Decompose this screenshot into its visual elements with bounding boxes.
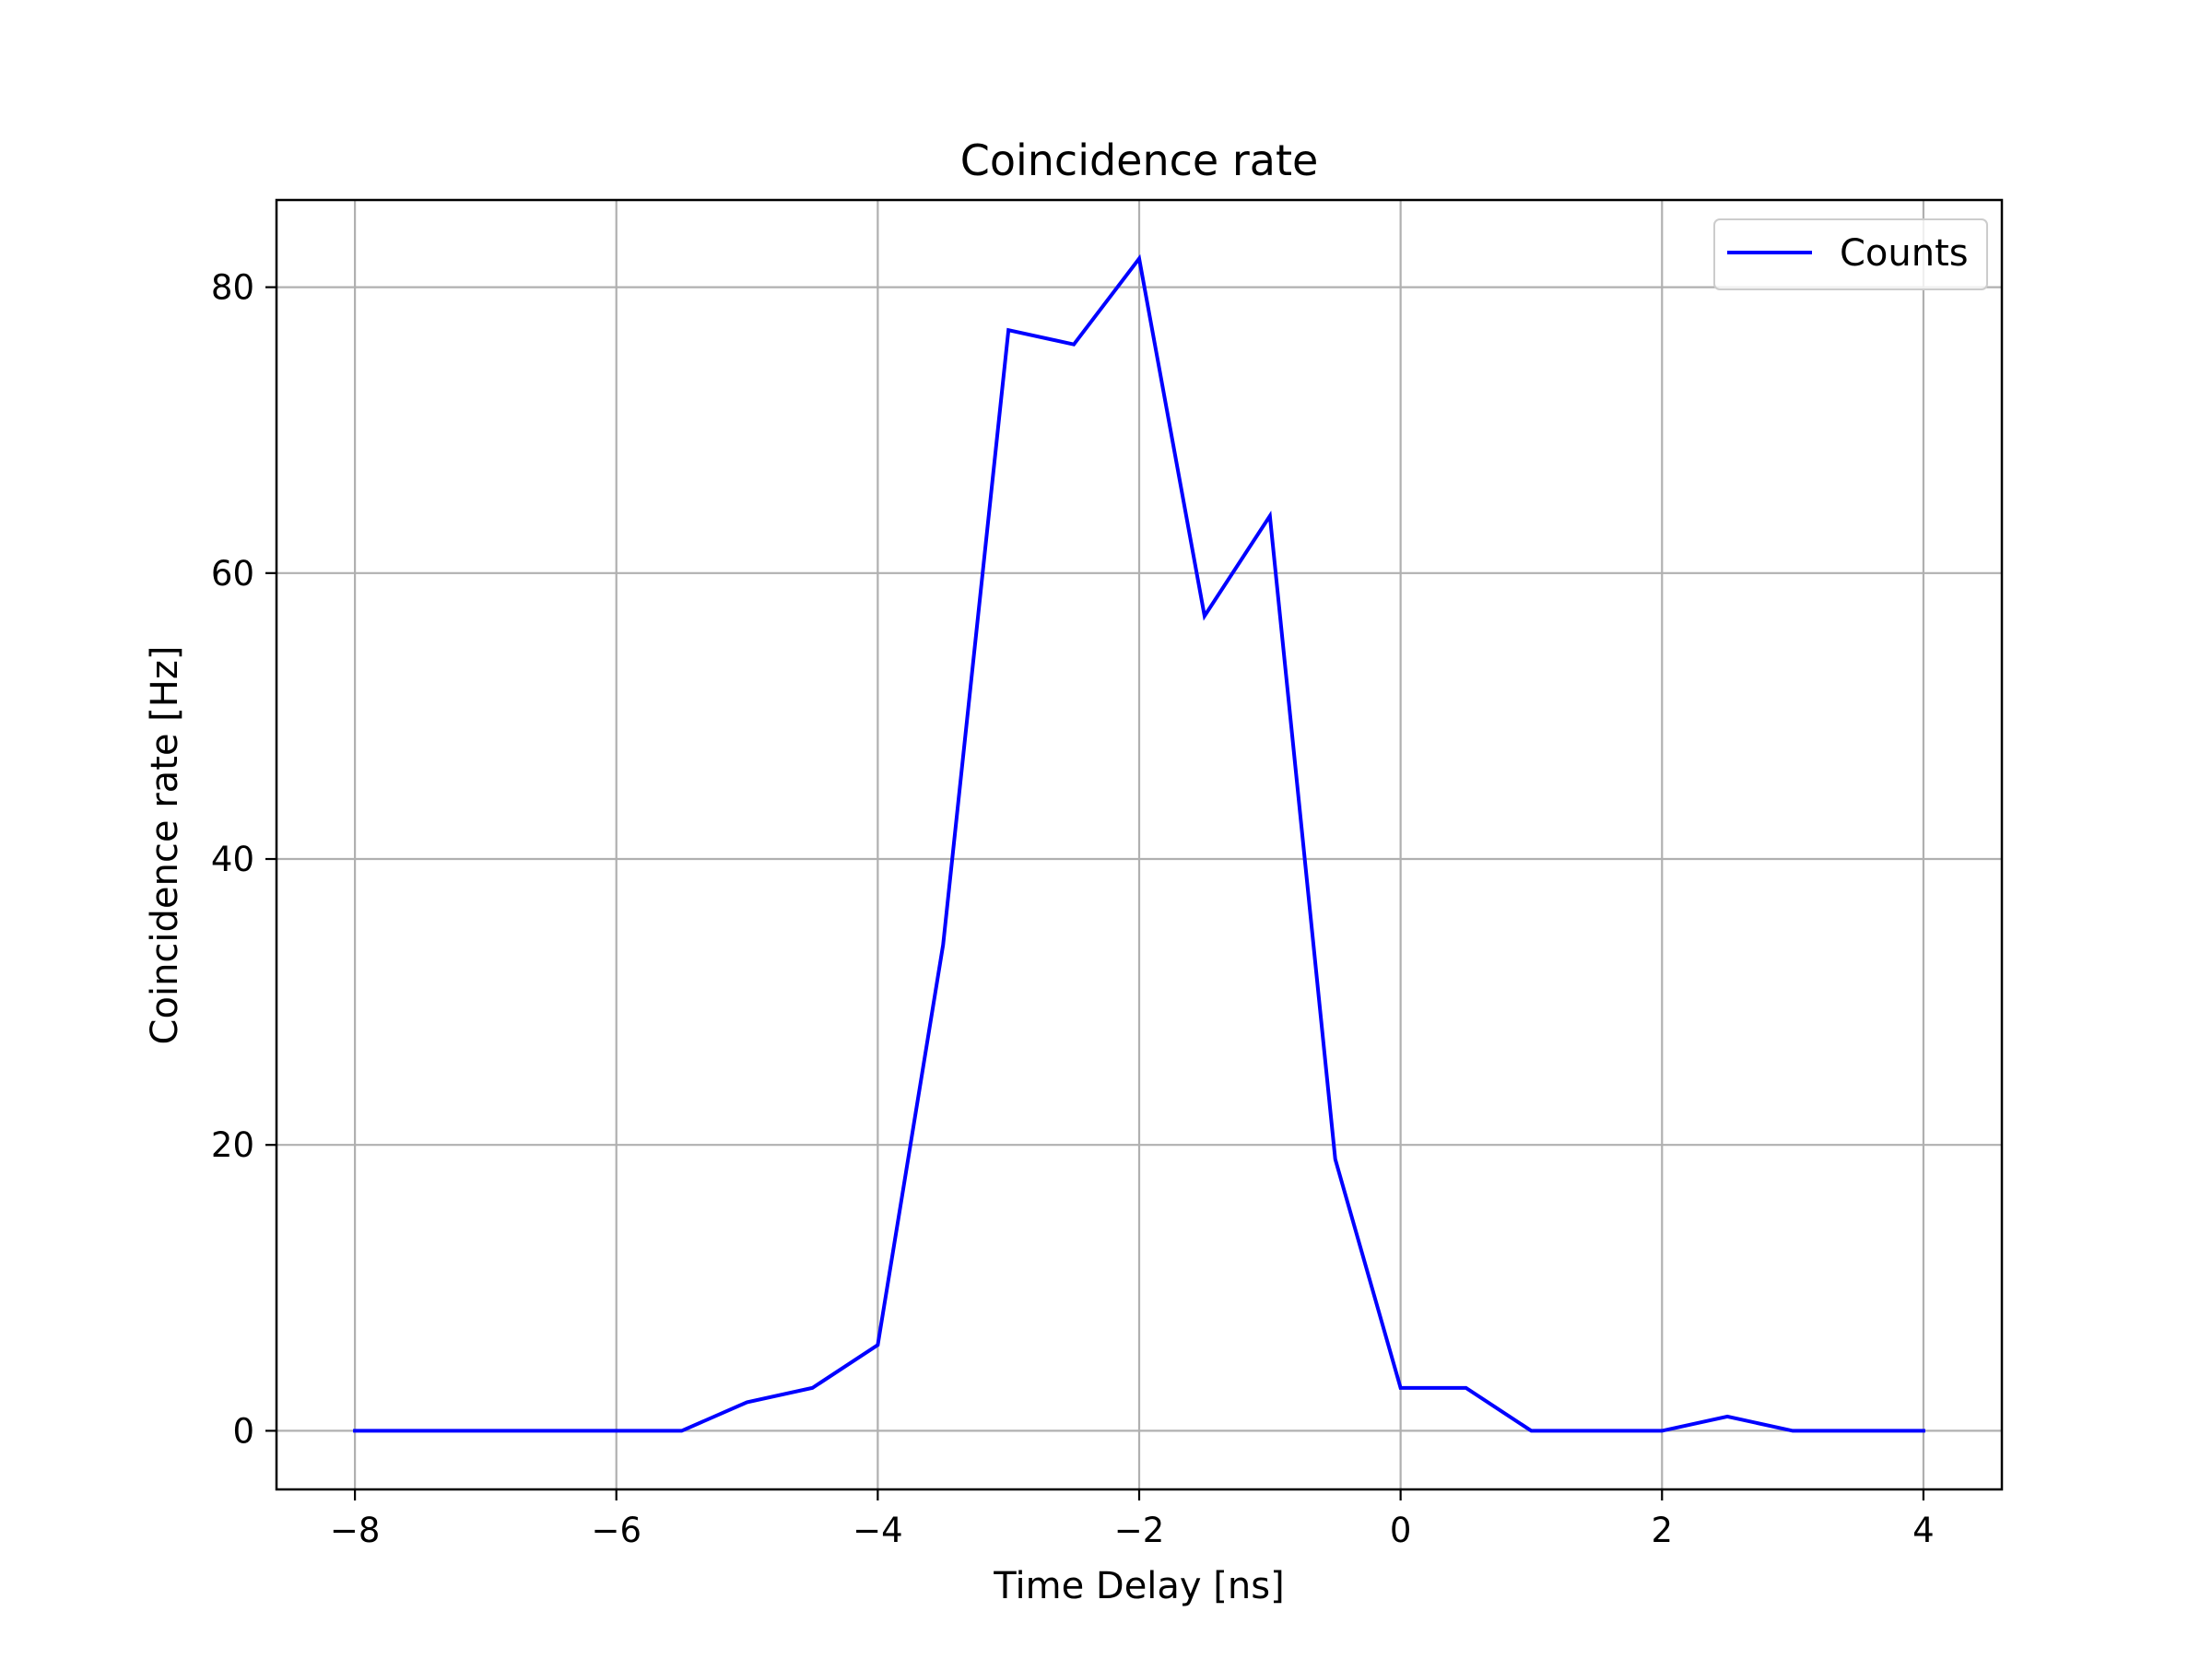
data-point [353, 1429, 357, 1432]
series-layer [353, 253, 1925, 1433]
data-point [1660, 1429, 1664, 1432]
grid [276, 200, 2002, 1489]
x-tick-label: 2 [1651, 1511, 1673, 1550]
data-point [1529, 1429, 1533, 1432]
data-point [1203, 614, 1206, 618]
data-point [1922, 1429, 1925, 1432]
data-point [1006, 328, 1010, 332]
data-point [484, 1429, 488, 1432]
data-point [876, 1343, 879, 1347]
x-tick-label: 4 [1912, 1511, 1935, 1550]
data-point [549, 1429, 553, 1432]
data-point [1072, 343, 1076, 347]
data-point [1856, 1429, 1860, 1432]
data-point [1725, 1415, 1729, 1418]
data-point [1791, 1429, 1794, 1432]
x-tick-label: −2 [1114, 1511, 1165, 1550]
data-point [1137, 257, 1141, 261]
y-tick-label: 60 [211, 554, 254, 594]
data-point [746, 1400, 749, 1404]
y-axis: 0 20 40 60 80 [211, 268, 276, 1451]
y-tick-label: 20 [211, 1125, 254, 1165]
x-tick-label: 0 [1390, 1511, 1412, 1550]
legend: Counts [1713, 218, 1988, 290]
data-point [810, 1386, 814, 1390]
data-point [615, 1429, 618, 1432]
data-point [1334, 1158, 1337, 1161]
y-tick-label: 80 [211, 268, 254, 308]
data-point [680, 1429, 684, 1432]
chart-title: Coincidence rate [960, 135, 1319, 185]
legend-box [1713, 218, 1988, 290]
data-point [1465, 1386, 1468, 1390]
legend-label-counts: Counts [1840, 232, 1969, 275]
data-point [1399, 1386, 1403, 1390]
x-axis-label: Time Delay [ns] [993, 1565, 1284, 1607]
x-tick-label: −4 [853, 1511, 903, 1550]
data-point [1268, 514, 1272, 518]
series-line-counts [353, 253, 1925, 1433]
x-tick-label: −6 [591, 1511, 641, 1550]
y-tick-label: 0 [232, 1411, 254, 1451]
y-axis-label: Coincidence rate [Hz] [144, 646, 186, 1045]
y-tick-label: 40 [211, 840, 254, 879]
data-point [418, 1429, 422, 1432]
x-axis: −8 −6 −4 −2 0 2 4 [330, 1489, 1935, 1550]
x-tick-label: −8 [330, 1511, 381, 1550]
data-point [941, 943, 945, 947]
data-point [1594, 1429, 1598, 1432]
